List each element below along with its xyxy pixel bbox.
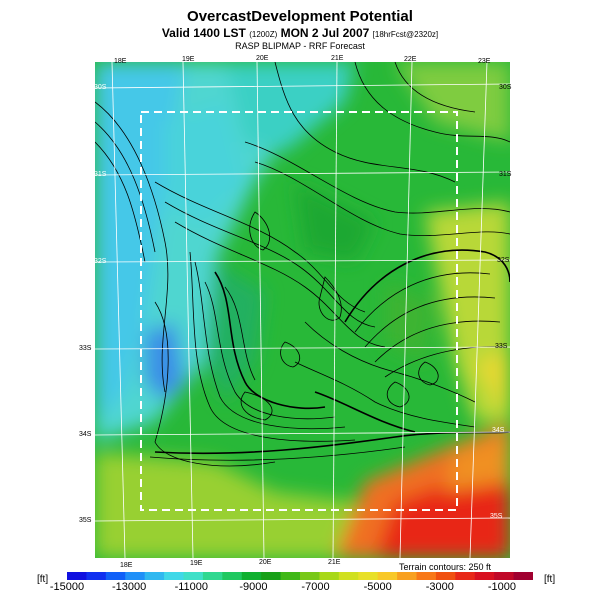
colorbar-swatch (300, 572, 320, 580)
colorbar-tick-label: -13000 (111, 581, 147, 593)
domain-boundary (140, 111, 458, 511)
colorbar-swatch (338, 572, 359, 580)
colorbar-tick-label: -5000 (363, 581, 392, 593)
colorbar-unit-right: [ft] (544, 574, 556, 585)
colorbar-tick-label: -3000 (425, 581, 454, 593)
map-title: OvercastDevelopment Potential (187, 8, 413, 25)
lat-right-label: 30S (499, 84, 512, 91)
terrain-contours (95, 62, 510, 467)
colorbar-swatch (513, 572, 533, 580)
terrain-contour-note: Terrain contours: 250 ft (399, 562, 492, 572)
lon-top-label: 21E (331, 55, 344, 62)
lat-left-label: 31S (94, 171, 107, 178)
colorbar-swatch (183, 572, 204, 580)
colorbar-swatch (416, 572, 437, 580)
forecast-hour: [18hrFcst@2320z] (372, 30, 439, 39)
color-field (95, 62, 510, 558)
colorbar-swatch (319, 572, 340, 580)
colorbar-swatch (222, 572, 243, 580)
lat-left-label: 34S (79, 431, 92, 438)
graticule (95, 62, 510, 558)
colorbar-swatch (105, 572, 126, 580)
colorbar-swatch (241, 572, 262, 580)
lon-top-label: 23E (478, 58, 491, 65)
colorbar-swatch (455, 572, 476, 580)
lon-bottom-label: 20E (259, 559, 272, 566)
colorbar-tick-label: -1000 (487, 581, 516, 593)
colorbar-unit-left: [ft] (37, 574, 49, 585)
lon-bottom-label: 19E (190, 560, 203, 567)
colorbar (67, 572, 533, 580)
lat-right-label: 34S (492, 427, 505, 434)
colorbar-swatch (474, 572, 495, 580)
colorbar-swatch (397, 572, 417, 580)
lat-left-label: 35S (79, 517, 92, 524)
map-subtitle: RASP BLIPMAP - RRF Forecast (235, 41, 365, 51)
valid-main: Valid 1400 LST (161, 26, 246, 40)
lon-top-label: 20E (256, 55, 269, 62)
lat-left-label: 30S (94, 84, 107, 91)
lat-right-label: 35S (490, 513, 503, 520)
lat-right-label: 33S (495, 343, 508, 350)
colorbar-tick-label: -7000 (301, 581, 330, 593)
colorbar-swatch (144, 572, 165, 580)
colorbar-tick-label: -9000 (239, 581, 268, 593)
lon-bottom-label: 18E (120, 562, 133, 569)
lon-top-label: 18E (114, 58, 127, 65)
lat-right-label: 31S (499, 171, 512, 178)
valid-utc: (1200Z) (249, 30, 278, 39)
colorbar-swatch (125, 572, 146, 580)
colorbar-swatch (86, 572, 107, 580)
valid-time: Valid 1400 LST (1200Z) MON 2 Jul 2007 [1… (0, 26, 600, 40)
colorbar-tick-label: -15000 (49, 581, 85, 593)
lon-bottom-label: 21E (328, 559, 341, 566)
lat-right-label: 32S (497, 257, 510, 264)
lon-top-label: 19E (182, 56, 195, 63)
lat-left-label: 33S (79, 345, 92, 352)
colorbar-swatch (164, 572, 184, 580)
colorbar-swatch (377, 572, 398, 580)
colorbar-swatch (202, 572, 223, 580)
colorbar-swatch (494, 572, 515, 580)
forecast-map (95, 62, 510, 558)
colorbar-swatch (261, 572, 282, 580)
colorbar-swatch (280, 572, 301, 580)
colorbar-swatch (435, 572, 456, 580)
valid-date: MON 2 Jul 2007 (280, 26, 370, 40)
lon-top-label: 22E (404, 56, 417, 63)
colorbar-swatch (67, 572, 87, 580)
colorbar-swatch (358, 572, 379, 580)
lat-left-label: 32S (94, 258, 107, 265)
colorbar-tick-label: -11000 (174, 581, 209, 593)
